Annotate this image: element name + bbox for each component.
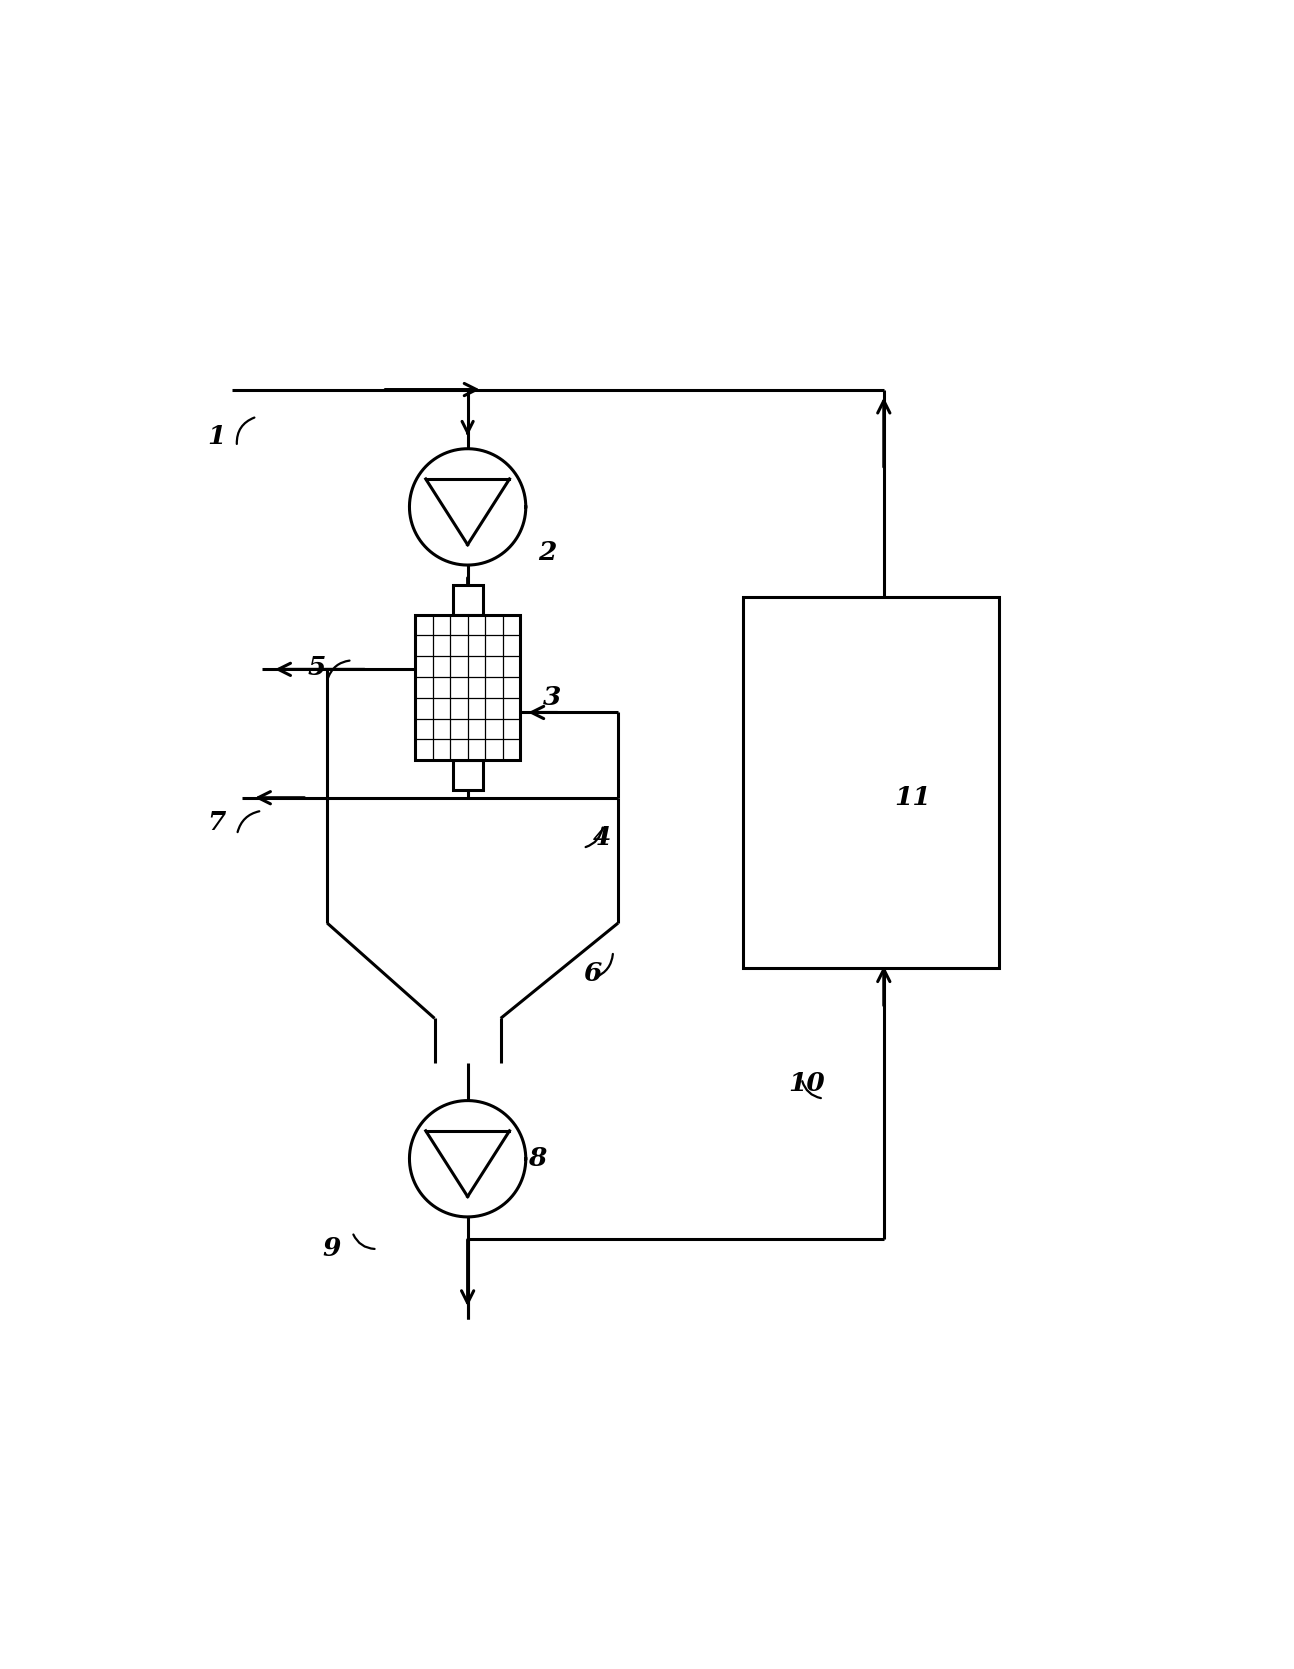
Bar: [743, 598, 999, 968]
Text: 6: 6: [584, 961, 602, 986]
Text: 2: 2: [538, 539, 556, 564]
Text: 8: 8: [528, 1147, 546, 1172]
Bar: [453, 759, 483, 789]
Text: 3: 3: [543, 684, 562, 709]
Text: 1: 1: [207, 424, 225, 449]
Text: 5: 5: [307, 654, 326, 679]
Bar: [415, 614, 520, 759]
Bar: [453, 584, 483, 614]
Text: 11: 11: [894, 784, 930, 809]
Text: 10: 10: [788, 1071, 826, 1097]
Text: 7: 7: [207, 809, 225, 834]
Text: 4: 4: [593, 826, 611, 850]
Text: 9: 9: [322, 1237, 340, 1262]
